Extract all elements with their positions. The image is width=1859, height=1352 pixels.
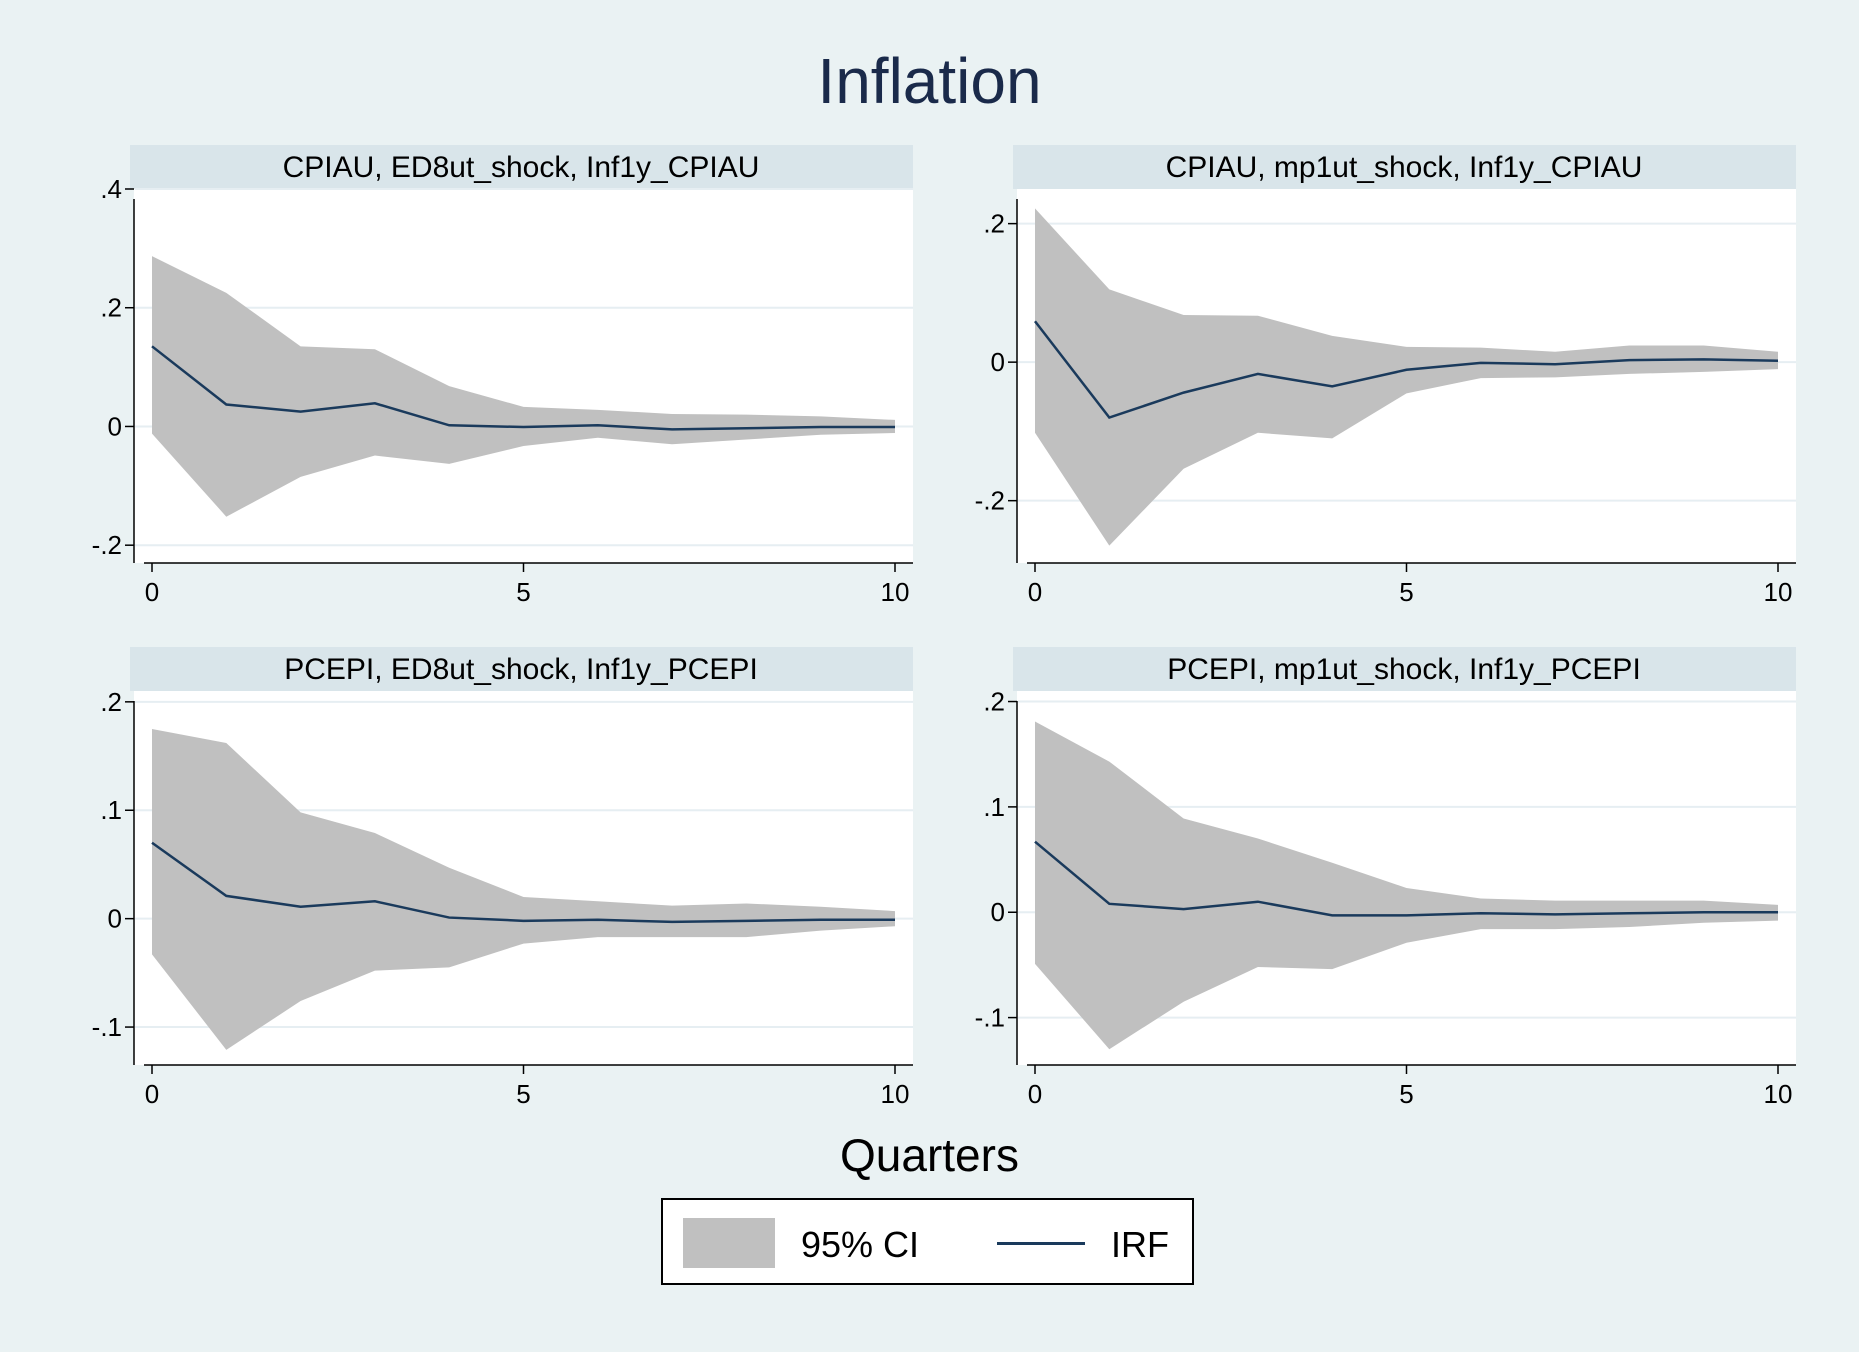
- irf-line: [1034, 840, 1778, 917]
- x-tick-label: 5: [516, 1079, 530, 1109]
- y-tick-label: .1: [100, 795, 122, 825]
- x-tick-label: 0: [1028, 577, 1042, 607]
- y-tick-label: .2: [983, 687, 1005, 717]
- ci-band: [152, 728, 895, 1050]
- x-axis-title: Quarters: [840, 1129, 1019, 1181]
- ci-band: [1035, 721, 1778, 1050]
- y-tick-label: -.1: [975, 1003, 1005, 1033]
- legend-ci-swatch: [683, 1218, 775, 1268]
- x-tick-label: 0: [145, 577, 159, 607]
- y-tick-label: 0: [108, 904, 122, 934]
- x-tick-label: 5: [516, 577, 530, 607]
- x-tick-label: 10: [1764, 577, 1793, 607]
- panel-title: PCEPI, ED8ut_shock, Inf1y_PCEPI: [284, 653, 758, 686]
- panel-title-strip: [130, 145, 913, 189]
- panel-title-strip: [1013, 145, 1796, 189]
- y-tick-label: 0: [991, 897, 1005, 927]
- chart-title: Inflation: [817, 45, 1042, 117]
- legend-ci-label: 95% CI: [801, 1224, 920, 1265]
- panel-title-strip: [1013, 647, 1796, 691]
- x-tick-label: 5: [1399, 577, 1413, 607]
- irf-line: [151, 345, 895, 431]
- y-tick-label: .4: [100, 174, 122, 204]
- irf-panel-pcepi-ed8ut: PCEPI, ED8ut_shock, Inf1y_PCEPI -.1 0 .1 .2 0…: [92, 647, 1013, 1127]
- y-tick-label: .2: [983, 209, 1005, 239]
- panel-title: PCEPI, mp1ut_shock, Inf1y_PCEPI: [1167, 653, 1641, 686]
- x-tick-label: 10: [881, 577, 910, 607]
- y-tick-label: 0: [991, 347, 1005, 377]
- y-tick-label: -.2: [92, 530, 122, 560]
- panel-title: CPIAU, mp1ut_shock, Inf1y_CPIAU: [1166, 151, 1643, 184]
- x-tick-label: 5: [1399, 1079, 1413, 1109]
- irf-chart-svg: CPIAU, mp1ut_shock, Inf1y_CPIAU -.2 0 .2 0 5 1…: [975, 145, 1796, 607]
- x-tick-label: 10: [1764, 1079, 1793, 1109]
- y-tick-label: -.1: [92, 1012, 122, 1042]
- irf-panel-cpiau-ed8ut: CPIAU, ED8ut_shock, Inf1y_CPIAU -.2 0 .2 .4 0…: [92, 145, 1013, 625]
- y-tick-label: .2: [100, 293, 122, 323]
- irf-chart-svg: PCEPI, ED8ut_shock, Inf1y_PCEPI -.1 0 .1 .2 0…: [92, 647, 913, 1109]
- x-tick-label: 0: [1028, 1079, 1042, 1109]
- irf-chart-svg: CPIAU, ED8ut_shock, Inf1y_CPIAU -.2 0 .2 .4 0…: [92, 145, 913, 607]
- y-tick-label: .1: [983, 792, 1005, 822]
- legend: 95% CI IRF: [661, 1198, 1194, 1285]
- panel-title: CPIAU, ED8ut_shock, Inf1y_CPIAU: [283, 151, 760, 184]
- irf-line: [151, 841, 895, 924]
- ci-band: [1035, 208, 1778, 546]
- y-tick-label: -.2: [975, 486, 1005, 516]
- irf-panel-pcepi-mp1ut: PCEPI, mp1ut_shock, Inf1y_PCEPI -.1 0 .1 .2 0…: [975, 647, 1859, 1127]
- legend-irf-line: [997, 1242, 1085, 1245]
- irf-chart-svg: PCEPI, mp1ut_shock, Inf1y_PCEPI -.1 0 .1 .2 0…: [975, 647, 1796, 1109]
- irf-line: [1034, 320, 1779, 420]
- x-tick-label: 0: [145, 1079, 159, 1109]
- x-tick-label: 10: [881, 1079, 910, 1109]
- y-tick-label: .2: [100, 687, 122, 717]
- irf-panel-cpiau-mp1ut: CPIAU, mp1ut_shock, Inf1y_CPIAU -.2 0 .2 0 5 1…: [975, 145, 1859, 625]
- ci-band: [152, 256, 895, 517]
- y-tick-label: 0: [108, 411, 122, 441]
- panel-title-strip: [130, 647, 913, 691]
- legend-irf-label: IRF: [1111, 1224, 1169, 1265]
